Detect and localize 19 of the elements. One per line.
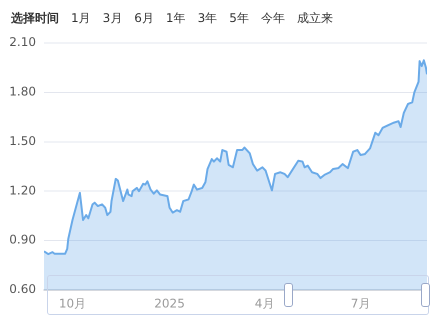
x-tick-label: 7月 <box>350 296 370 310</box>
y-tick-label: 1.20 <box>9 183 36 198</box>
text: 5年 <box>228 10 250 27</box>
y-tick-label: 2.10 <box>9 35 36 50</box>
text: 6月 <box>133 10 155 27</box>
text: 选择时间 <box>10 10 60 27</box>
text: 1月 <box>70 10 92 27</box>
y-tick-label: 0.90 <box>9 232 36 247</box>
text: 1年 <box>164 10 187 27</box>
text: 今年 <box>260 10 286 27</box>
y-tick-label: 0.60 <box>9 282 36 296</box>
text: 3月 <box>102 10 124 27</box>
y-tick-label: 1.80 <box>9 84 36 99</box>
x-tick-label: 10月 <box>58 296 86 310</box>
x-tick-label: 2025 <box>154 296 185 310</box>
y-tick-label: 1.50 <box>9 134 36 148</box>
text: 成立来 <box>296 10 334 27</box>
text: 3年 <box>196 10 218 27</box>
x-tick-label: 4月 <box>254 296 274 310</box>
